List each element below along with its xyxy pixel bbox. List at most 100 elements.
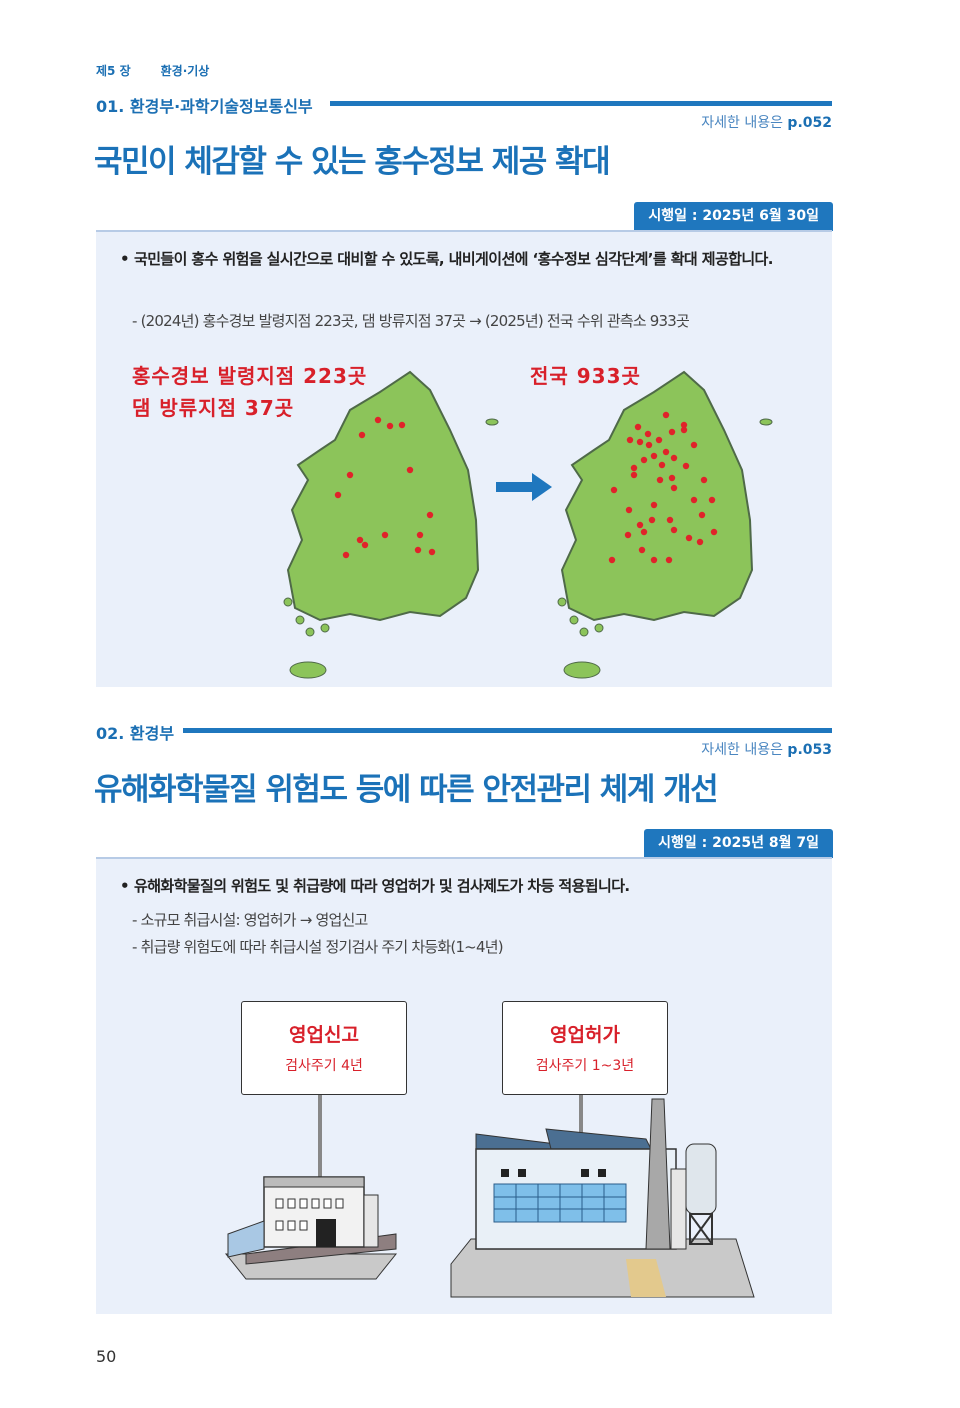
small-island [569, 615, 579, 625]
station-dot [655, 436, 663, 444]
station-dot [648, 516, 656, 524]
station-dot [710, 528, 718, 536]
mainland-shape [286, 370, 480, 622]
bullet-text: 국민들이 홍수 위험을 실시간으로 대비할 수 있도록, 내비게이션에 ‘홍수정… [120, 246, 812, 273]
page-reference: 자세한 내용은 p.052 [701, 115, 832, 131]
small-island [594, 623, 604, 633]
small-island [579, 627, 589, 637]
station-dot [680, 426, 688, 434]
section-title: 국민이 체감할 수 있는 홍수정보 제공 확대 [94, 144, 611, 180]
jeju-island [563, 661, 601, 679]
station-dot [398, 421, 406, 429]
sub-text: - 취급량 위험도에 따라 취급시설 정기검사 주기 차등화(1~4년) [132, 938, 504, 956]
station-dot [685, 534, 693, 542]
station-dot [645, 441, 653, 449]
sign-title: 영업신고 [289, 1024, 359, 1046]
station-dot [638, 546, 646, 554]
station-dot [426, 511, 434, 519]
station-dot [414, 546, 422, 554]
before-label-2: 댐 방류지점 37곳 [132, 396, 295, 420]
station-dot [644, 430, 652, 438]
section-heading: 01. 환경부·과학기술정보통신부 [96, 97, 313, 116]
chapter-number: 제5 장 [96, 64, 131, 78]
station-dot [334, 491, 342, 499]
effective-date-badge: 시행일 : 2025년 6월 30일 [634, 202, 833, 231]
station-dot [650, 452, 658, 460]
station-dot [374, 416, 382, 424]
small-island [320, 623, 330, 633]
station-dot [668, 474, 676, 482]
station-dot [662, 448, 670, 456]
station-dot [406, 466, 414, 474]
section-divider [330, 101, 832, 106]
station-dot [668, 428, 676, 436]
station-dot [416, 531, 424, 539]
station-dot [665, 556, 673, 564]
station-dot [682, 462, 690, 470]
korea-map-before [283, 370, 499, 679]
section-divider [183, 728, 832, 733]
korea-maps-illustration [283, 370, 773, 679]
sub-text: - (2024년) 홍수경보 발령지점 223곳, 댐 방류지점 37곳 → (… [132, 312, 690, 330]
station-dot [608, 556, 616, 564]
small-island [295, 615, 305, 625]
station-dot [386, 422, 394, 430]
station-dot [670, 484, 678, 492]
effective-date-badge: 시행일 : 2025년 8월 7일 [644, 829, 833, 858]
station-dot [610, 486, 618, 494]
korea-map-after [557, 370, 773, 679]
sub-text: - 소규모 취급시설: 영업허가 → 영업신고 [132, 911, 368, 929]
station-dot [640, 528, 648, 536]
facilities-illustration [224, 1094, 755, 1298]
page-number: 50 [96, 1347, 117, 1366]
station-dot [696, 538, 704, 546]
station-dot [658, 461, 666, 469]
station-dot [630, 464, 638, 472]
sign-subtitle: 검사주기 1~3년 [535, 1058, 635, 1074]
station-dot [650, 556, 658, 564]
mainland-shape [560, 370, 754, 622]
station-dot [666, 516, 674, 524]
jeju-island [289, 661, 327, 679]
station-dot [698, 511, 706, 519]
station-dot [650, 501, 658, 509]
chapter-title: 환경·기상 [160, 64, 210, 78]
station-dot [626, 436, 634, 444]
station-dot [361, 541, 369, 549]
station-dot [690, 496, 698, 504]
station-dot [630, 471, 638, 479]
station-dot [670, 526, 678, 534]
sign-title: 영업허가 [550, 1024, 620, 1046]
section-title: 유해화학물질 위험도 등에 따른 안전관리 체계 개선 [94, 772, 719, 808]
before-label-1: 홍수경보 발령지점 223곳 [132, 364, 368, 388]
station-dot [358, 431, 366, 439]
station-dot [381, 531, 389, 539]
station-dot [625, 506, 633, 514]
station-dot [636, 521, 644, 529]
after-label: 전국 933곳 [530, 364, 641, 388]
station-dot [634, 423, 642, 431]
small-island [283, 597, 293, 607]
station-dot [670, 454, 678, 462]
arrow-right-icon [496, 473, 552, 501]
content-panel: 국민들이 홍수 위험을 실시간으로 대비할 수 있도록, 내비게이션에 ‘홍수정… [96, 230, 832, 687]
station-dot [690, 441, 698, 449]
station-dot [680, 421, 688, 429]
bullet-text: 유해화학물질의 위험도 및 취급량에 따라 영업허가 및 검사제도가 차등 적용… [120, 873, 812, 900]
station-dot [624, 531, 632, 539]
station-dot [662, 411, 670, 419]
chapter-header: 제5 장 환경·기상 [96, 62, 239, 79]
station-dot [640, 456, 648, 464]
page-reference: 자세한 내용은 p.053 [701, 742, 832, 758]
ulleung-island [759, 418, 773, 426]
large-facility-sign: 영업허가 검사주기 1~3년 [502, 1001, 668, 1095]
small-island [557, 597, 567, 607]
station-dot [356, 536, 364, 544]
ulleung-island [485, 418, 499, 426]
station-dot [708, 496, 716, 504]
large-facility-building [450, 1094, 755, 1298]
station-dot [346, 471, 354, 479]
small-island [305, 627, 315, 637]
sign-subtitle: 검사주기 4년 [285, 1058, 363, 1074]
small-facility-building [224, 1094, 398, 1280]
